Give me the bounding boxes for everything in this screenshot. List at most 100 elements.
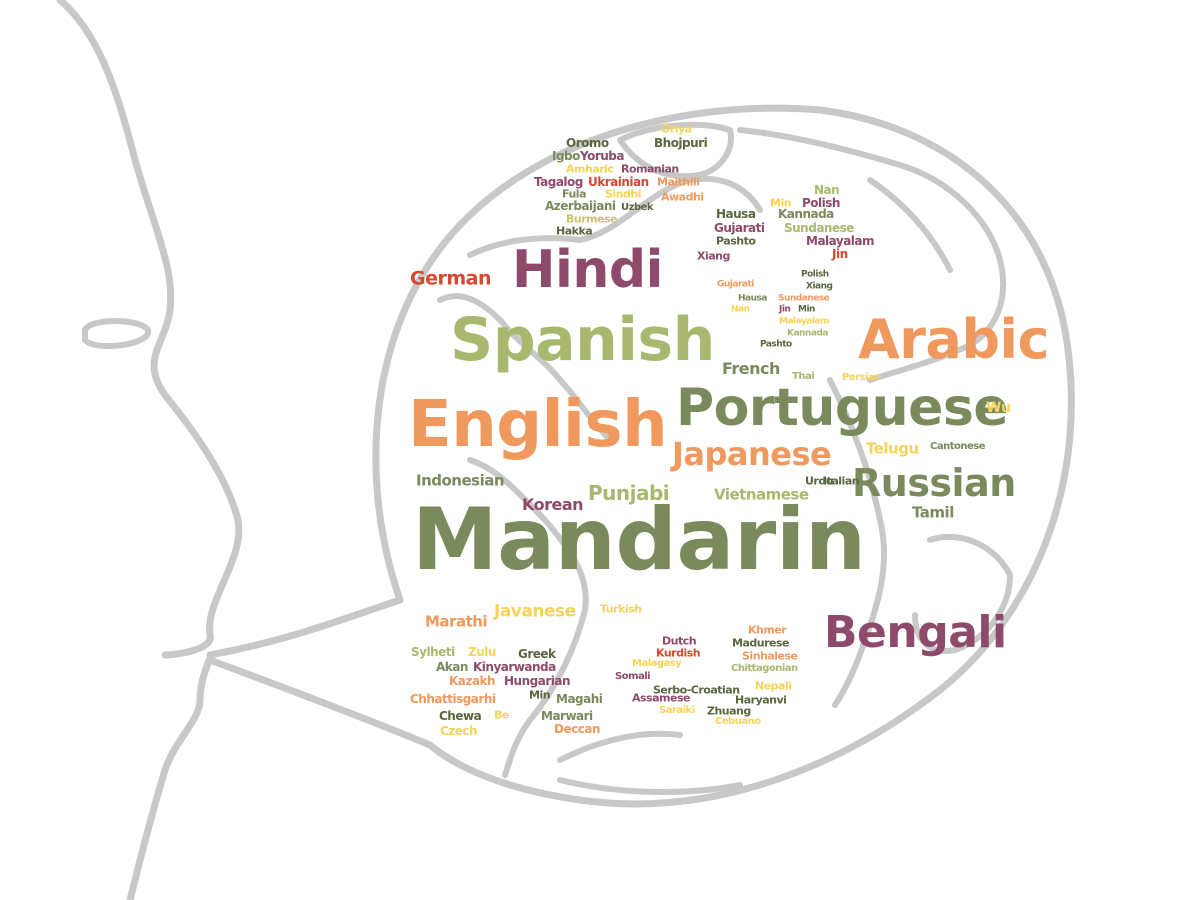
language-word: Polish xyxy=(801,269,829,280)
language-word: Igbo xyxy=(552,149,580,163)
continent-north-america xyxy=(437,175,763,443)
language-word: Vietnamese xyxy=(714,485,809,504)
language-word: Min xyxy=(798,304,815,315)
language-word: Serbo-Croatian xyxy=(653,683,740,697)
language-word: Hungarian xyxy=(504,674,571,688)
language-word: Cantonese xyxy=(930,441,986,452)
language-word: Italian xyxy=(823,474,860,488)
language-word: Hausa xyxy=(716,207,756,221)
language-word: Kannada xyxy=(778,207,834,221)
language-word: Chhattisgarhi xyxy=(410,692,496,706)
language-word: Min xyxy=(529,688,551,702)
language-word: Tamil xyxy=(912,503,954,522)
language-word: Nan xyxy=(814,183,840,197)
speech-bubble-tail xyxy=(206,596,434,749)
language-word: Telugu xyxy=(866,439,919,458)
language-word: Gujarati xyxy=(717,279,754,290)
language-word: German xyxy=(410,267,492,290)
language-word: Cebuano xyxy=(715,716,761,727)
language-word: Turkish xyxy=(600,602,642,616)
language-word: Xiang xyxy=(806,281,833,292)
language-word: Akan xyxy=(436,660,468,674)
language-word: Madurese xyxy=(732,636,789,650)
language-word: Sundanese xyxy=(784,221,854,235)
language-word: Kazakh xyxy=(449,674,496,688)
language-word: Kinyarwanda xyxy=(473,660,556,674)
language-word: Japanese xyxy=(672,435,832,473)
language-word: Tagalog xyxy=(534,175,583,189)
language-word: Jin xyxy=(779,304,791,315)
language-word: Yoruba xyxy=(580,149,624,163)
language-word: Greek xyxy=(518,647,556,661)
language-word: Min xyxy=(770,196,792,210)
language-word: Arabic xyxy=(858,308,1050,371)
language-word: English xyxy=(408,388,668,462)
language-word: Pashto xyxy=(760,339,792,350)
language-word: Chittagonian xyxy=(731,663,798,674)
language-word: Zhuang xyxy=(707,704,751,718)
language-word: Marathi xyxy=(425,612,488,631)
language-word: Malayalam xyxy=(806,234,875,248)
language-word: Haryanvi xyxy=(735,693,787,707)
language-word: Nepali xyxy=(755,679,792,693)
globe-outline xyxy=(372,104,1075,808)
language-word: Portuguese xyxy=(676,378,1009,438)
language-word: Hausa xyxy=(738,293,767,304)
language-word: Marwari xyxy=(541,709,593,723)
language-word: Hindi xyxy=(512,240,663,300)
language-word: Hakka xyxy=(556,224,593,238)
language-word: Mandarin xyxy=(412,490,866,590)
language-word: Bengali xyxy=(824,607,1007,658)
language-word: Wu xyxy=(986,400,1011,416)
language-word: Spanish xyxy=(450,305,715,375)
language-word: Zulu xyxy=(468,645,496,659)
language-word: Azerbaijani xyxy=(545,199,616,213)
language-word: Kurdish xyxy=(656,646,701,660)
language-word: Uzbek xyxy=(621,202,654,213)
language-word: Thai xyxy=(792,371,815,382)
language-word: Indonesian xyxy=(416,471,505,490)
language-word: Nan xyxy=(731,304,750,315)
language-word: Fula xyxy=(562,187,587,201)
eye-mark xyxy=(82,318,151,349)
language-word: Oriya xyxy=(661,122,692,136)
continent-eurasia xyxy=(737,127,1007,383)
language-word: Romanian xyxy=(621,162,679,176)
language-word: Jin xyxy=(832,247,848,261)
language-word: Urdu xyxy=(805,474,834,488)
language-word: Sindhi xyxy=(605,187,642,201)
language-word: Assamese xyxy=(632,691,690,705)
language-word: Burmese xyxy=(566,212,618,226)
coastline-lower xyxy=(557,730,743,795)
language-word: Khmer xyxy=(748,623,787,637)
continent-greenland xyxy=(617,121,734,180)
language-word: Somali xyxy=(615,671,651,682)
language-word: Javanese xyxy=(494,601,576,622)
language-word: French xyxy=(722,359,780,378)
language-word: Pashto xyxy=(716,234,756,248)
language-word: Xiang xyxy=(697,249,730,263)
language-word: Sinhalese xyxy=(742,649,798,663)
language-word: Dutch xyxy=(662,634,697,648)
language-word: Awadhi xyxy=(661,190,704,204)
language-word: Kannada xyxy=(787,328,828,339)
language-word: Chewa xyxy=(439,709,482,723)
continent-south-america xyxy=(467,457,589,778)
language-word: Punjabi xyxy=(588,481,670,505)
language-word: Magahi xyxy=(556,692,603,706)
language-word: Amharic xyxy=(566,162,614,176)
continent-australia xyxy=(912,533,1013,654)
language-word: Sundanese xyxy=(778,293,830,304)
language-word: Polish xyxy=(802,196,840,210)
face-profile-line xyxy=(56,0,243,900)
language-word: Sylheti xyxy=(411,645,455,659)
language-word: Saraiki xyxy=(659,705,695,716)
language-word: Maithili xyxy=(657,175,700,189)
language-word: Czech xyxy=(440,724,478,738)
language-word: Korean xyxy=(522,495,584,514)
language-word: Russian xyxy=(852,461,1016,505)
language-word: Persian xyxy=(842,372,881,383)
language-word: Malayalam xyxy=(779,316,829,327)
